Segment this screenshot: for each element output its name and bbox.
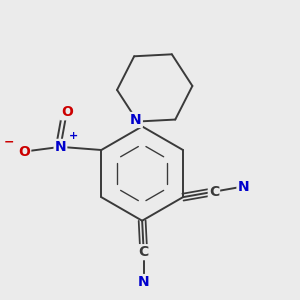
Text: N: N bbox=[130, 113, 142, 127]
Text: C: C bbox=[209, 185, 219, 199]
Text: −: − bbox=[3, 136, 14, 148]
Text: O: O bbox=[18, 145, 30, 159]
Text: N: N bbox=[238, 179, 249, 194]
Text: N: N bbox=[138, 275, 149, 289]
Text: C: C bbox=[139, 245, 149, 259]
Text: +: + bbox=[68, 131, 78, 141]
Text: O: O bbox=[61, 105, 73, 119]
Text: N: N bbox=[55, 140, 66, 154]
